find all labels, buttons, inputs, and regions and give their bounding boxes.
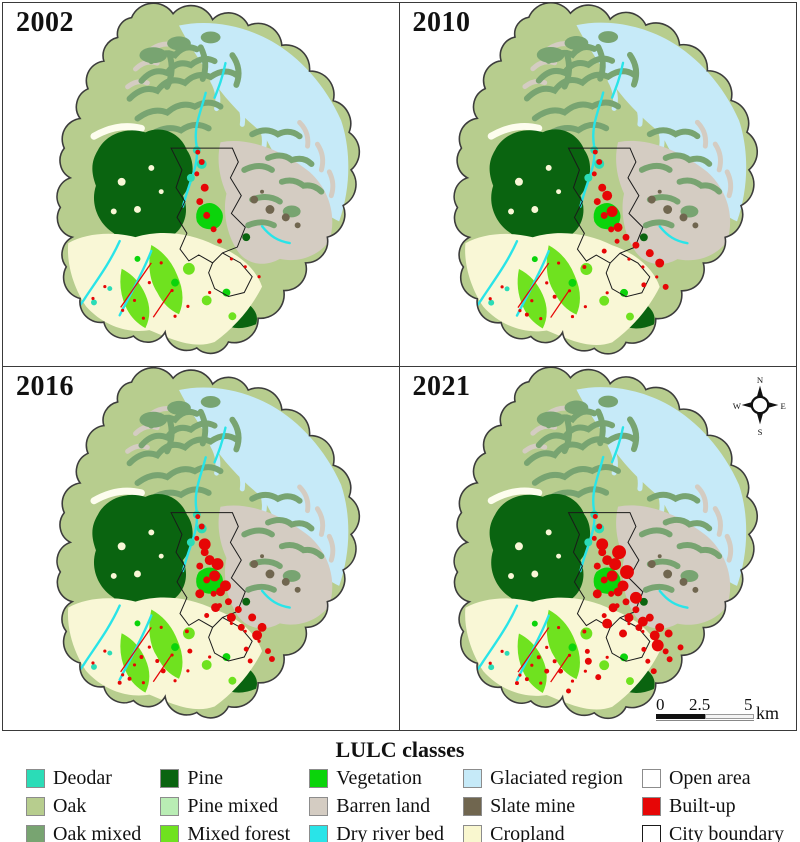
scale-bar-segments <box>656 714 754 721</box>
legend: LULC classes Deodar Oak Oak mixed <box>0 731 800 842</box>
legend-columns: Deodar Oak Oak mixed Pine <box>0 763 800 842</box>
year-label-2010: 2010 <box>412 7 471 38</box>
legend-item-open-area: Open area <box>641 767 784 790</box>
compass-south-label: S <box>758 426 763 436</box>
year-label-2016: 2016 <box>16 370 74 402</box>
legend-label: Pine <box>187 767 223 789</box>
legend-item-oak-mixed: Oak mixed <box>26 823 141 842</box>
legend-item-slate-mine: Slate mine <box>463 795 623 818</box>
year-label-2002: 2002 <box>16 7 74 38</box>
scale-tick-2: 5 <box>744 695 753 714</box>
legend-label: Dry river bed <box>336 823 445 842</box>
slate-mine-swatch-icon <box>463 797 483 816</box>
legend-label: Glaciated region <box>490 767 623 789</box>
oak-mixed-swatch-icon <box>26 825 45 842</box>
legend-column-2: Pine Pine mixed Mixed forest <box>160 767 290 842</box>
legend-label: Vegetation <box>336 767 422 789</box>
compass-circle <box>750 395 770 414</box>
compass-east-label: E <box>781 400 786 410</box>
map-grid: 2002 2010 2016 2021 N S W E <box>2 2 797 731</box>
legend-label: Deodar <box>53 767 112 789</box>
legend-item-dry-river-bed: Dry river bed <box>309 823 444 842</box>
year-label-2021: 2021 <box>412 370 471 402</box>
city-boundary-swatch-icon <box>641 825 661 842</box>
built-up-swatch-icon <box>641 797 661 816</box>
scale-segment-empty <box>705 714 754 719</box>
scale-tick-1: 2.5 <box>689 695 711 714</box>
scale-unit-label: km <box>756 703 780 723</box>
cropland-swatch-icon <box>463 825 483 842</box>
legend-item-city-boundary: City boundary <box>641 823 784 842</box>
compass-north-label: N <box>757 374 764 384</box>
legend-label: Pine mixed <box>187 795 278 817</box>
dry-river-bed-swatch-icon <box>309 825 329 842</box>
legend-item-glaciated-region: Glaciated region <box>463 767 623 790</box>
open-area-swatch-icon <box>641 769 661 788</box>
legend-item-mixed-forest: Mixed forest <box>160 823 290 842</box>
lulc-map-2016 <box>3 367 399 731</box>
legend-item-pine: Pine <box>160 767 290 790</box>
pine-mixed-swatch-icon <box>160 797 180 816</box>
lulc-map-2010 <box>400 3 797 366</box>
legend-column-5: Open area Built-up City boundary <box>641 767 784 842</box>
scale-segment-filled <box>656 714 705 719</box>
legend-label: Open area <box>668 767 751 789</box>
scale-bar-labels: 0 2.5 5 <box>656 695 788 714</box>
pine-swatch-icon <box>160 769 180 788</box>
legend-item-cropland: Cropland <box>463 823 623 842</box>
legend-label: Built-up <box>668 795 736 817</box>
legend-label: Barren land <box>336 795 431 817</box>
legend-label: Oak mixed <box>53 823 142 842</box>
deodar-swatch-icon <box>26 769 45 788</box>
oak-swatch-icon <box>26 797 45 816</box>
mixed-forest-swatch-icon <box>160 825 180 842</box>
legend-item-vegetation: Vegetation <box>309 767 444 790</box>
legend-label: Cropland <box>490 823 565 842</box>
legend-item-built-up: Built-up <box>641 795 784 818</box>
legend-item-pine-mixed: Pine mixed <box>160 795 290 818</box>
panel-2016: 2016 <box>3 366 400 731</box>
legend-column-1: Deodar Oak Oak mixed <box>26 767 141 842</box>
legend-column-3: Vegetation Barren land Dry river bed <box>309 767 444 842</box>
legend-column-4: Glaciated region Slate mine Cropland <box>463 767 623 842</box>
vegetation-swatch-icon <box>309 769 329 788</box>
legend-item-oak: Oak <box>26 795 141 818</box>
legend-title: LULC classes <box>335 737 465 762</box>
legend-label: Mixed forest <box>187 823 291 842</box>
panel-2002: 2002 <box>3 3 400 367</box>
panel-2021: 2021 N S W E 0 2.5 5 <box>399 366 796 730</box>
glaciated-region-swatch-icon <box>463 769 483 788</box>
lulc-map-2002 <box>3 3 399 366</box>
compass-west-label: W <box>733 400 742 410</box>
compass-rose-icon: N S W E <box>733 374 786 436</box>
legend-item-deodar: Deodar <box>26 767 141 790</box>
legend-label: Oak <box>53 795 87 817</box>
barren-land-swatch-icon <box>309 797 329 816</box>
panel-2010: 2010 <box>399 3 797 367</box>
legend-label: City boundary <box>668 823 784 842</box>
scale-tick-0: 0 <box>656 695 665 714</box>
legend-label: Slate mine <box>490 795 576 817</box>
scale-bar: 0 2.5 5 km <box>656 695 788 725</box>
legend-item-barren-land: Barren land <box>309 795 444 818</box>
